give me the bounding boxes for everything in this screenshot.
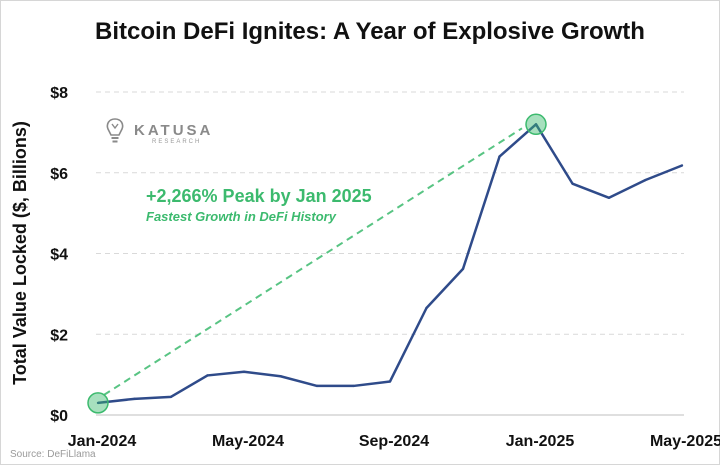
x-tick-label: Jan-2024 — [68, 433, 137, 450]
x-tick-label: May-2025 — [650, 433, 720, 450]
data-point — [315, 384, 319, 388]
series-line — [97, 123, 683, 405]
data-point — [279, 375, 282, 378]
logo-name: KATUSA — [134, 122, 214, 139]
data-point — [461, 267, 465, 271]
x-tick-label: May-2024 — [212, 433, 284, 450]
data-point — [644, 178, 647, 182]
data-point — [498, 155, 501, 158]
annotation-main: +2,266% Peak by Jan 2025 — [146, 186, 372, 206]
y-tick-label: $4 — [50, 247, 68, 264]
data-point — [680, 164, 684, 167]
data-point — [169, 395, 173, 399]
y-tick-label: $6 — [50, 166, 68, 183]
peak-highlight-marker — [525, 113, 547, 136]
annotation-sub: Fastest Growth in DeFi History — [146, 209, 336, 224]
data-point — [534, 123, 538, 126]
y-tick-label: $2 — [50, 327, 68, 344]
data-point — [352, 384, 355, 388]
data-point — [133, 397, 136, 401]
source-note: Source: DeFiLlama — [10, 449, 96, 460]
y-tick-label: $0 — [50, 408, 68, 425]
data-point — [607, 196, 611, 199]
y-tick-label: $8 — [50, 85, 68, 102]
data-point — [571, 182, 574, 185]
logo-sub: RESEARCH — [152, 139, 202, 145]
x-tick-label: Jan-2025 — [506, 433, 575, 450]
data-point — [388, 380, 392, 383]
y-axis-label: Total Value Locked ($, Billions) — [10, 121, 30, 385]
data-point — [206, 374, 209, 377]
data-point — [425, 306, 428, 310]
x-tick-label: Sep-2024 — [359, 433, 429, 450]
growth-arrow-line — [103, 127, 523, 396]
katusa-logo-icon — [103, 118, 127, 144]
data-point — [96, 401, 100, 405]
chart-title: Bitcoin DeFi Ignites: A Year of Explosiv… — [95, 18, 645, 45]
start-highlight-marker — [87, 392, 109, 414]
data-point — [242, 370, 246, 373]
